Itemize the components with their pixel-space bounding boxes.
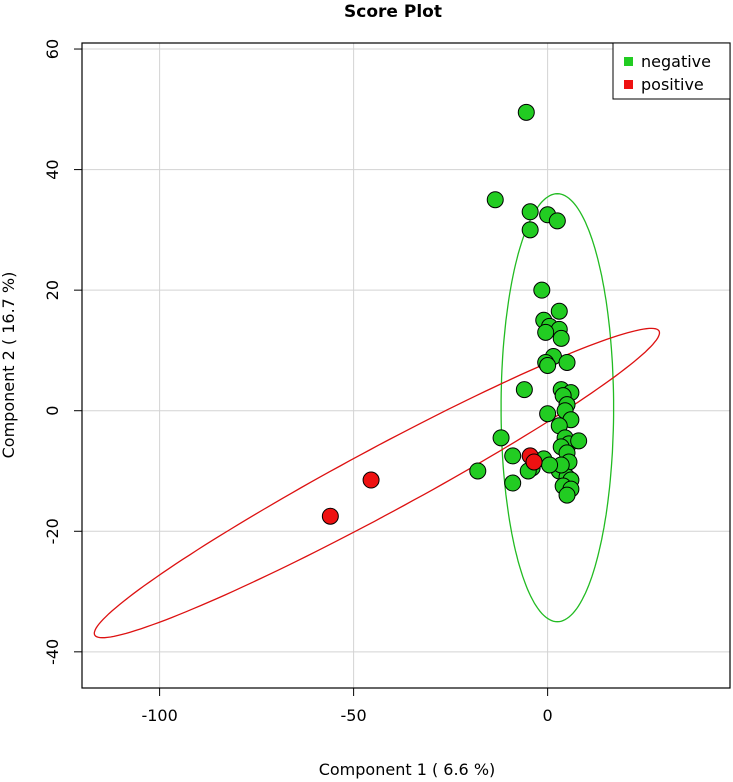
legend-box bbox=[612, 42, 731, 100]
point-negative bbox=[521, 221, 539, 239]
ellipse-negative bbox=[500, 193, 615, 623]
point-negative bbox=[486, 191, 504, 209]
plot-frame bbox=[81, 42, 731, 689]
point-positive bbox=[362, 471, 380, 489]
x-axis-label: Component 1 ( 6.6 %) bbox=[319, 760, 496, 779]
point-negative bbox=[548, 212, 566, 230]
data-points bbox=[321, 103, 588, 525]
plot-title: Score Plot bbox=[344, 2, 442, 22]
y-axis-ticks: -40 -20 0 20 40 60 bbox=[43, 39, 82, 665]
y-tick-label: -20 bbox=[43, 518, 62, 544]
x-axis-ticks: -100 -50 0 bbox=[141, 688, 553, 725]
point-negative bbox=[558, 486, 576, 504]
point-negative bbox=[558, 353, 576, 371]
point-negative bbox=[515, 381, 533, 399]
point-negative bbox=[492, 429, 510, 447]
legend: negative positive bbox=[612, 42, 731, 100]
y-tick-label: 60 bbox=[43, 39, 62, 59]
y-tick-label: -40 bbox=[43, 639, 62, 665]
y-tick-label: 0 bbox=[43, 406, 62, 416]
confidence-ellipses bbox=[93, 193, 661, 639]
grid bbox=[82, 43, 730, 688]
point-positive bbox=[525, 453, 543, 471]
point-negative bbox=[539, 405, 557, 423]
point-positive bbox=[321, 507, 339, 525]
y-tick-label: 40 bbox=[43, 159, 62, 179]
legend-label-negative: negative bbox=[641, 52, 711, 71]
point-negative bbox=[570, 432, 588, 450]
x-tick-label: -50 bbox=[341, 706, 367, 725]
ellipse-positive bbox=[93, 327, 661, 639]
y-tick-label: 20 bbox=[43, 280, 62, 300]
point-negative bbox=[539, 357, 557, 374]
legend-swatch-negative bbox=[624, 57, 633, 66]
point-negative bbox=[517, 103, 535, 121]
point-negative bbox=[550, 302, 568, 320]
point-negative bbox=[469, 462, 487, 480]
point-negative bbox=[521, 203, 539, 221]
legend-swatch-positive bbox=[624, 80, 633, 89]
x-tick-label: 0 bbox=[543, 706, 553, 725]
point-negative bbox=[552, 329, 570, 347]
x-tick-label: -100 bbox=[141, 706, 177, 725]
y-axis-label: Component 2 ( 16.7 %) bbox=[0, 272, 18, 459]
legend-label-positive: positive bbox=[641, 75, 704, 94]
point-negative bbox=[541, 456, 559, 474]
point-negative bbox=[537, 323, 555, 341]
point-negative bbox=[504, 447, 522, 465]
point-negative bbox=[533, 281, 551, 299]
point-negative bbox=[504, 474, 522, 492]
